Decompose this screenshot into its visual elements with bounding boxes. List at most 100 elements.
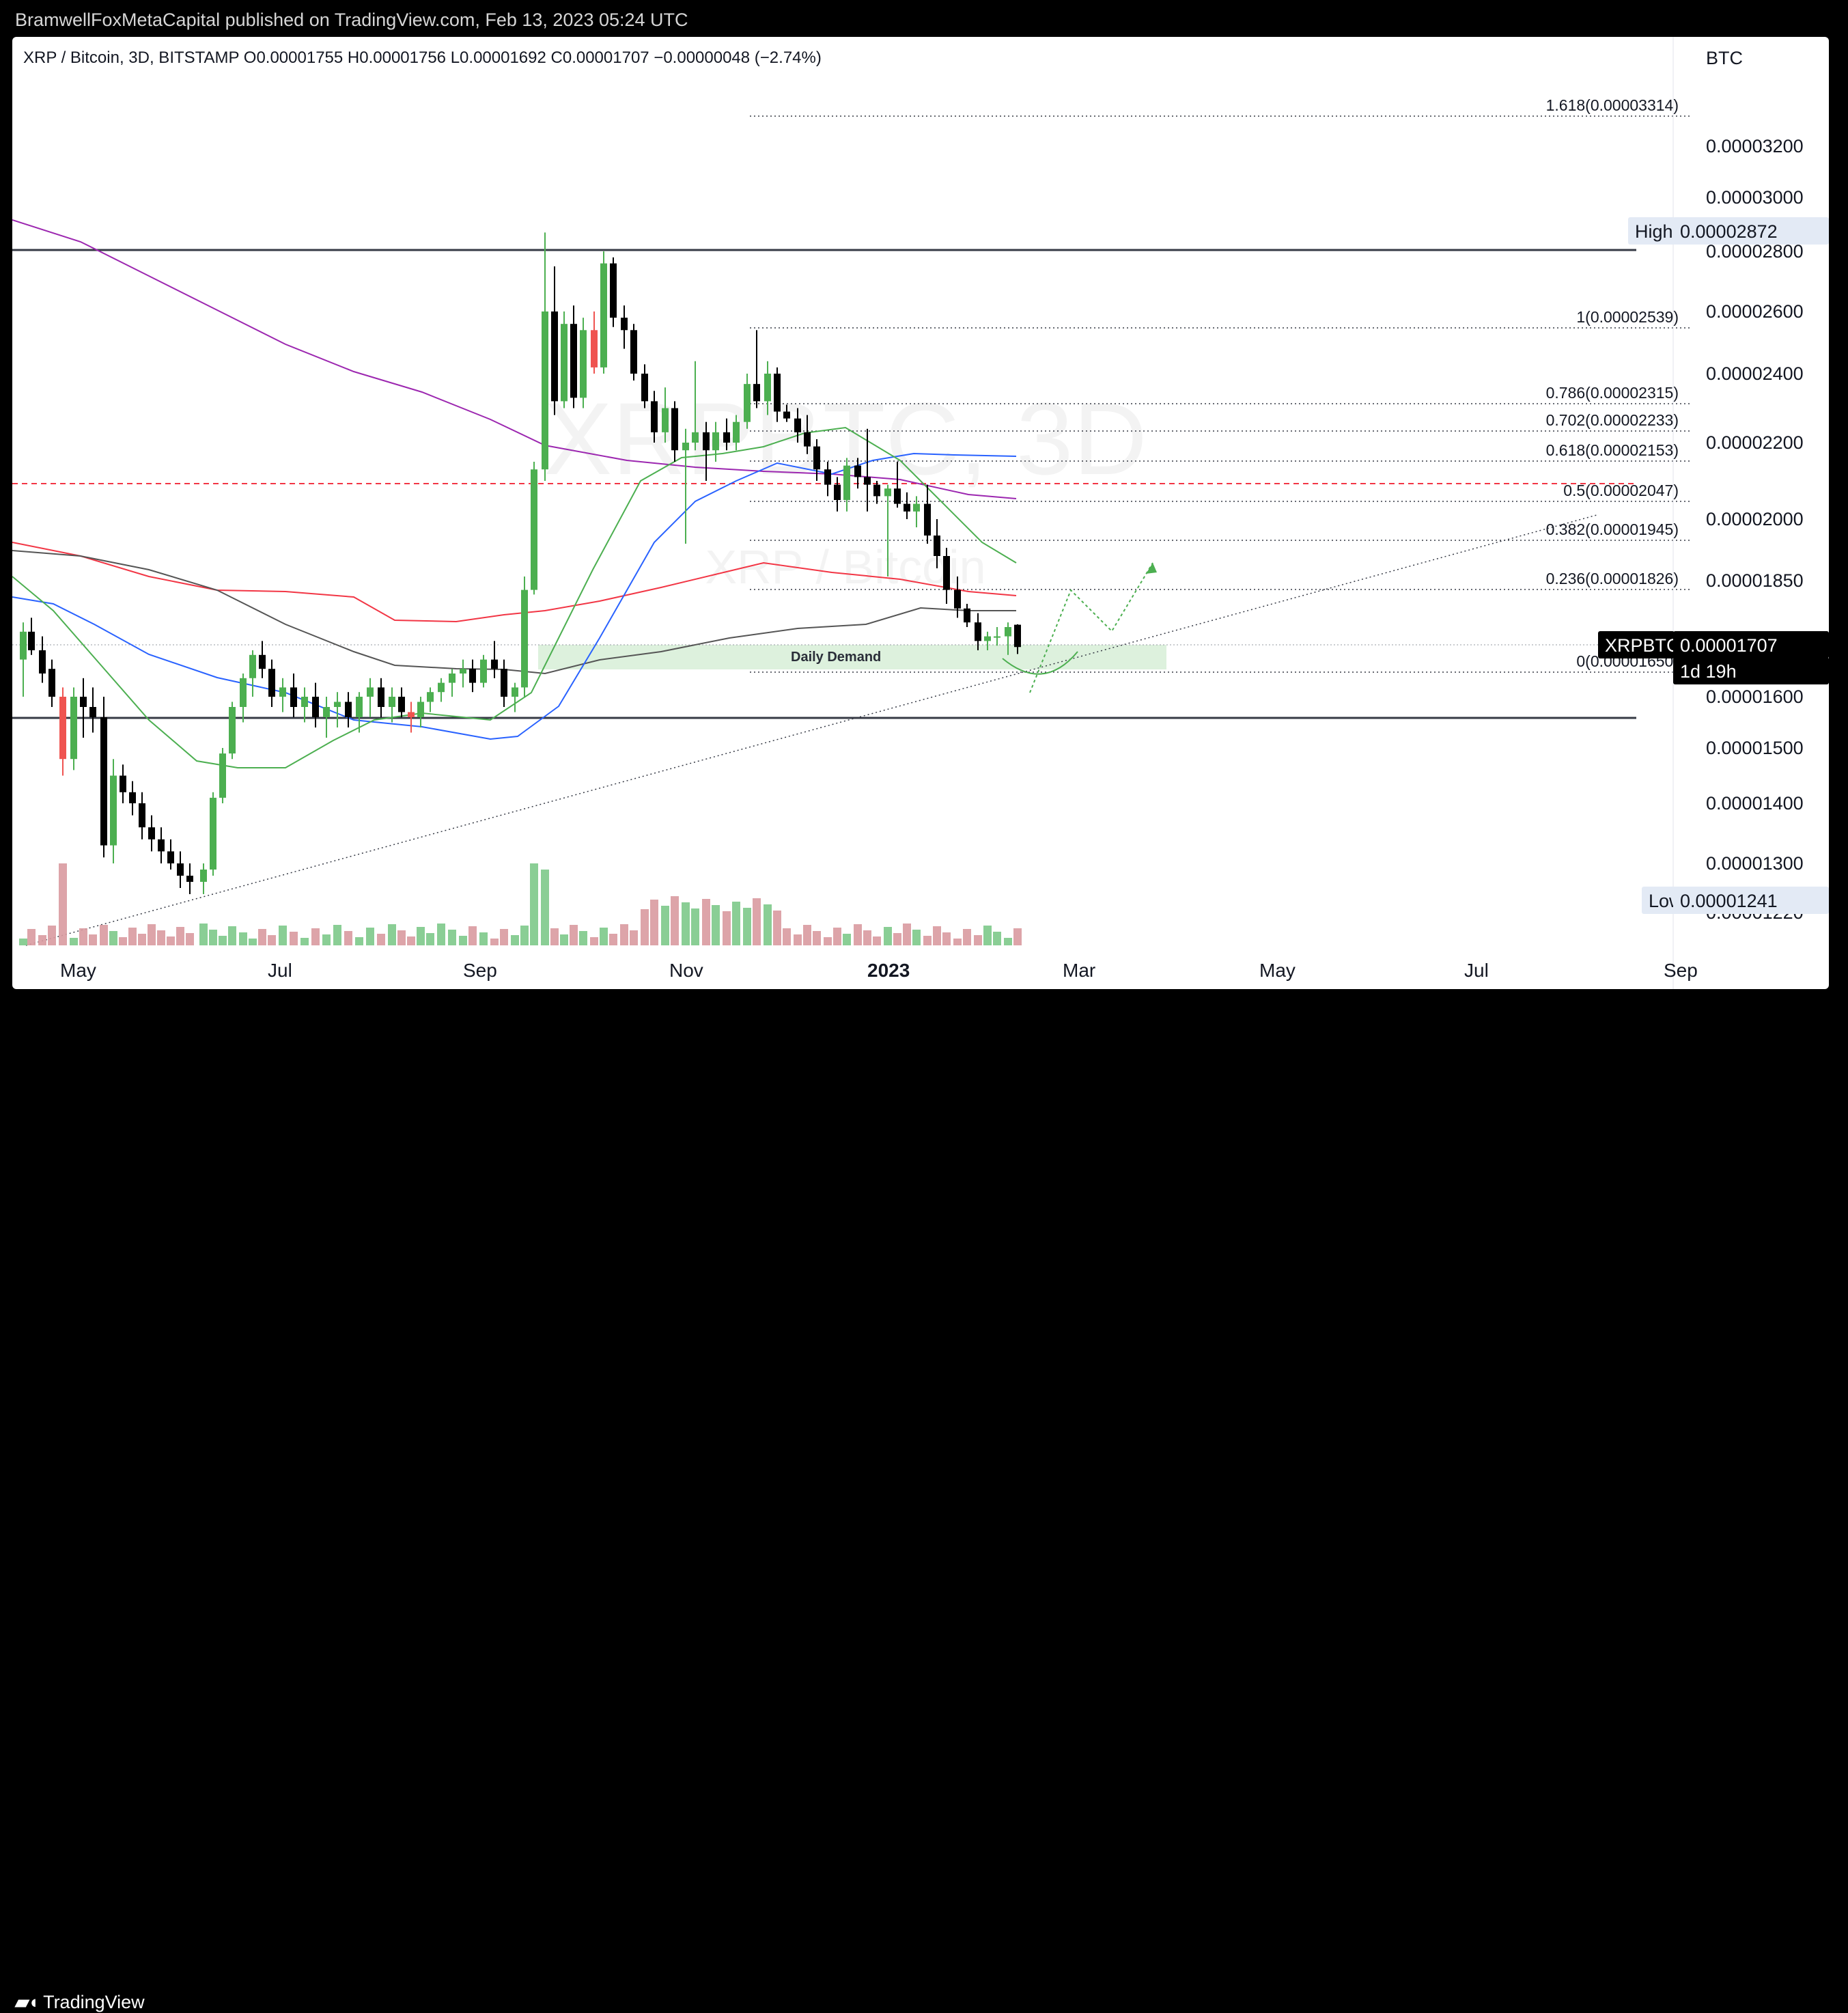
- ascending-trendline[interactable]: [25, 514, 1597, 946]
- projection-curve[interactable]: [1002, 651, 1078, 675]
- candle-body[interactable]: [753, 384, 760, 402]
- candle-body[interactable]: [964, 608, 970, 623]
- candle-body[interactable]: [129, 792, 136, 803]
- candle-body[interactable]: [389, 697, 395, 707]
- candle-body[interactable]: [723, 432, 730, 443]
- candle-body[interactable]: [449, 674, 456, 683]
- candle-body[interactable]: [28, 631, 35, 650]
- candle-body[interactable]: [290, 687, 297, 707]
- candle-body[interactable]: [48, 669, 55, 697]
- tradingview-logo[interactable]: ▰◖ TradingView: [15, 1992, 145, 2013]
- candle-body[interactable]: [334, 702, 341, 708]
- candle-body[interactable]: [469, 669, 476, 683]
- candle-body[interactable]: [89, 707, 96, 717]
- candle-body[interactable]: [804, 432, 811, 447]
- candle-body[interactable]: [240, 678, 247, 707]
- candle-body[interactable]: [312, 697, 319, 717]
- demand-zone[interactable]: [538, 645, 1166, 669]
- candle-body[interactable]: [764, 374, 771, 402]
- candle-body[interactable]: [733, 421, 740, 443]
- candle-body[interactable]: [259, 654, 266, 669]
- candle-body[interactable]: [438, 682, 445, 693]
- candle-body[interactable]: [398, 697, 405, 712]
- ma-green[interactable]: [12, 426, 1017, 768]
- candle-body[interactable]: [894, 488, 901, 504]
- candle-body[interactable]: [682, 443, 689, 451]
- candle-body[interactable]: [580, 330, 587, 398]
- candle-body[interactable]: [427, 692, 434, 702]
- candle-body[interactable]: [268, 669, 275, 697]
- chart-panel[interactable]: XRPBTC, 3D XRP / Bitcoin Daily Demand 1.…: [12, 37, 1829, 989]
- candle-body[interactable]: [641, 374, 648, 402]
- candle-body[interactable]: [1014, 624, 1021, 648]
- ma-blue[interactable]: [12, 452, 1017, 740]
- candle-body[interactable]: [177, 863, 184, 876]
- candle-body[interactable]: [873, 484, 880, 497]
- candle-body[interactable]: [671, 408, 678, 451]
- candle-body[interactable]: [943, 556, 950, 590]
- candle-body[interactable]: [824, 469, 831, 485]
- candle-body[interactable]: [70, 697, 77, 760]
- candle-body[interactable]: [249, 654, 256, 678]
- candle-body[interactable]: [148, 827, 155, 839]
- candle-body[interactable]: [356, 697, 363, 717]
- candle-body[interactable]: [167, 851, 174, 863]
- candle-body[interactable]: [531, 469, 537, 590]
- candle-body[interactable]: [561, 324, 568, 402]
- candle-body[interactable]: [600, 263, 607, 367]
- candle-body[interactable]: [954, 589, 961, 609]
- candle-body[interactable]: [783, 411, 790, 419]
- candle-body[interactable]: [210, 797, 216, 870]
- candle-body[interactable]: [417, 702, 424, 718]
- candle-body[interactable]: [219, 753, 226, 798]
- candle-body[interactable]: [934, 536, 940, 556]
- candle-body[interactable]: [39, 650, 46, 674]
- candle-body[interactable]: [20, 631, 27, 660]
- candle-body[interactable]: [703, 432, 710, 451]
- ma-200-purple[interactable]: [12, 219, 1017, 499]
- candle-body[interactable]: [279, 687, 286, 697]
- candle-body[interactable]: [1005, 627, 1011, 637]
- candle-body[interactable]: [813, 446, 820, 470]
- candle-body[interactable]: [139, 803, 145, 828]
- candle-body[interactable]: [630, 330, 637, 374]
- candle-body[interactable]: [610, 263, 617, 318]
- candle-body[interactable]: [110, 775, 117, 846]
- candle-body[interactable]: [323, 707, 330, 717]
- candle-body[interactable]: [542, 311, 548, 470]
- candle-body[interactable]: [712, 432, 719, 451]
- candle-body[interactable]: [662, 408, 669, 432]
- candle-body[interactable]: [229, 707, 236, 754]
- candle-body[interactable]: [301, 697, 308, 707]
- candle-body[interactable]: [843, 465, 850, 500]
- candle-body[interactable]: [904, 503, 910, 512]
- candle-body[interactable]: [551, 311, 558, 402]
- candle-body[interactable]: [100, 717, 107, 846]
- candle-body[interactable]: [774, 374, 781, 412]
- candle-body[interactable]: [521, 589, 528, 688]
- candle-body[interactable]: [512, 687, 518, 697]
- candle-body[interactable]: [570, 324, 577, 398]
- candle-body[interactable]: [864, 477, 871, 485]
- candle-body[interactable]: [200, 870, 207, 882]
- candle-body[interactable]: [345, 702, 352, 718]
- candle-body[interactable]: [460, 669, 466, 674]
- candle-body[interactable]: [854, 465, 861, 477]
- candle-body[interactable]: [924, 503, 931, 536]
- candle-body[interactable]: [501, 669, 507, 697]
- candle-body[interactable]: [913, 503, 920, 512]
- candle-body[interactable]: [834, 484, 841, 500]
- candle-body[interactable]: [591, 330, 598, 367]
- candle-body[interactable]: [367, 687, 374, 697]
- candle-body[interactable]: [621, 318, 628, 331]
- candle-body[interactable]: [744, 384, 751, 422]
- candle-body[interactable]: [158, 839, 165, 852]
- candle-body[interactable]: [80, 697, 87, 707]
- candle-body[interactable]: [794, 418, 801, 432]
- candle-body[interactable]: [408, 712, 415, 718]
- candle-body[interactable]: [378, 687, 384, 707]
- candle-body[interactable]: [651, 401, 658, 432]
- candle-body[interactable]: [994, 636, 1000, 638]
- candle-body[interactable]: [59, 697, 66, 760]
- candle-body[interactable]: [692, 432, 699, 443]
